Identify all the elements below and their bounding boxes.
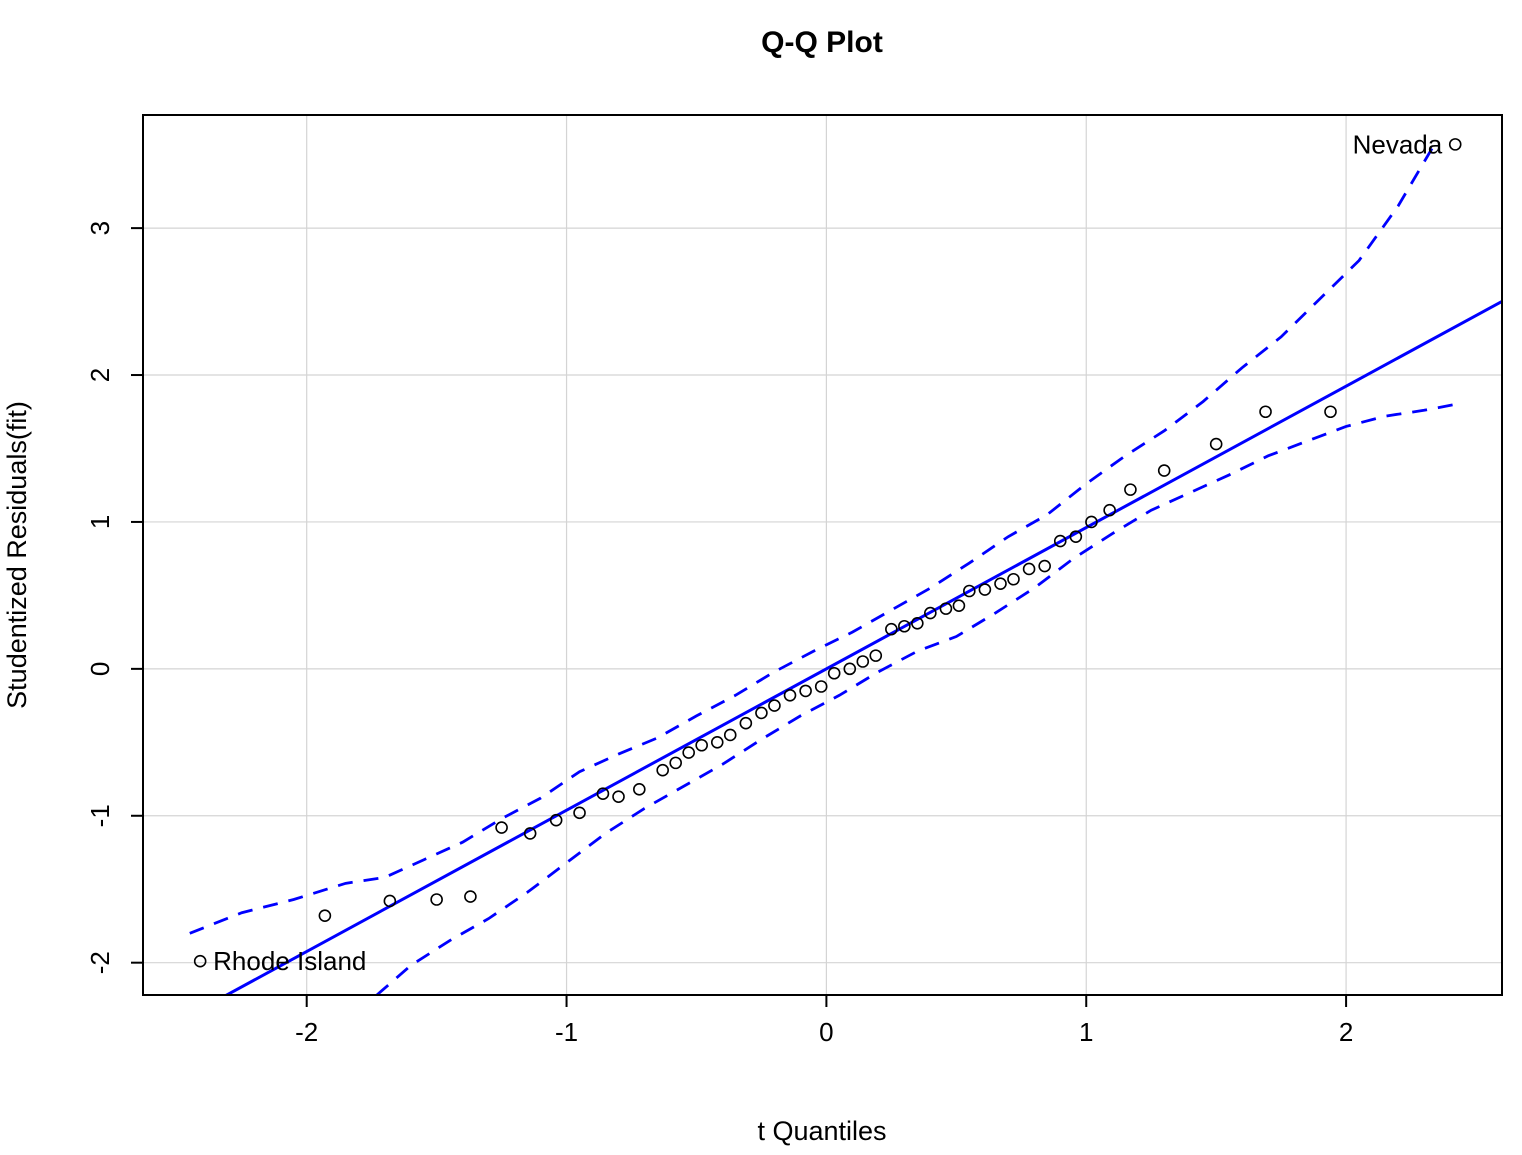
plot-render-layer: -2 -1 0 1 2 -2 -1 0 1 2 3 Nevada Rhode Island <box>85 114 1503 1047</box>
svg-text:1: 1 <box>85 515 115 529</box>
svg-text:0: 0 <box>85 662 115 676</box>
svg-text:1: 1 <box>1079 1017 1093 1047</box>
svg-text:2: 2 <box>85 368 115 382</box>
svg-text:-1: -1 <box>85 804 115 827</box>
svg-text:0: 0 <box>819 1017 833 1047</box>
x-axis-label: t Quantiles <box>757 1116 886 1146</box>
svg-text:Rhode Island: Rhode Island <box>213 946 366 976</box>
chart-title: Q-Q Plot <box>761 26 883 59</box>
svg-text:2: 2 <box>1339 1017 1353 1047</box>
svg-text:-1: -1 <box>555 1017 578 1047</box>
svg-text:-2: -2 <box>295 1017 318 1047</box>
y-axis-label: Studentized Residuals(fit) <box>2 401 32 709</box>
svg-text:Nevada: Nevada <box>1353 129 1443 159</box>
svg-text:-2: -2 <box>85 951 115 974</box>
svg-text:3: 3 <box>85 221 115 235</box>
